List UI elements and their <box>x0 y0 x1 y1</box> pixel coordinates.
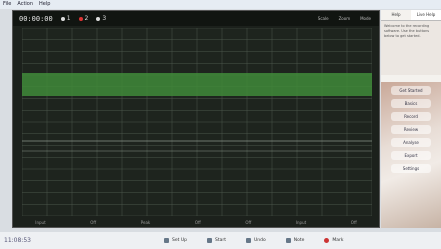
view-control[interactable]: Zoom <box>339 16 351 21</box>
help-button[interactable]: Analyse <box>391 138 431 147</box>
action-button[interactable]: Note <box>286 238 305 243</box>
channel-label: Peak <box>141 218 151 228</box>
recording-panel: 00:00:00 1 2 3 Scale Zoom Mode Input Off Peak Of… <box>12 10 380 228</box>
button-icon <box>207 238 212 243</box>
signal-plot <box>22 28 372 216</box>
channel-indicator[interactable]: 1 <box>61 15 71 22</box>
channel-dot <box>61 17 65 21</box>
action-button[interactable]: Undo <box>246 238 266 243</box>
menu-item[interactable]: Help <box>39 0 50 9</box>
channel-label: 2 <box>85 15 89 22</box>
help-button[interactable]: Export <box>391 151 431 160</box>
help-image: Get Started Basics Record Review Analyse Expo… <box>381 82 441 228</box>
channel-indicator[interactable]: 2 <box>79 15 89 22</box>
channel-dot <box>79 17 83 21</box>
clock: 11:08:53 <box>0 237 164 244</box>
button-icon <box>164 238 169 243</box>
action-button[interactable]: Mark <box>324 238 343 243</box>
app-window: {"menu": ["File", "Action", "Help"], "to… <box>0 0 441 249</box>
help-button[interactable]: Get Started <box>391 86 431 95</box>
channel-label: Off <box>351 218 357 228</box>
action-buttons: Set Up Start Undo Note Mark <box>164 238 344 243</box>
tab[interactable]: Help <box>381 10 411 20</box>
button-label: Undo <box>254 238 266 243</box>
channel-label: Off <box>195 218 201 228</box>
channel-label: Off <box>90 218 96 228</box>
x-labels: Input Off Peak Off Off Input Off <box>13 218 379 228</box>
button-label: Set Up <box>172 238 187 243</box>
channel-label: 3 <box>102 15 106 22</box>
highlight-band <box>22 73 372 96</box>
action-button[interactable]: Start <box>207 238 226 243</box>
action-button[interactable]: Set Up <box>164 238 187 243</box>
button-icon <box>286 238 291 243</box>
status-bar: 11:08:53 Set Up Start Undo Note Mark <box>0 232 441 249</box>
help-intro: Welcome to the recording software. Use t… <box>381 21 441 75</box>
button-icon <box>246 238 251 243</box>
button-label: Note <box>294 238 305 243</box>
channel-label: Off <box>245 218 251 228</box>
menu-bar: File Action Help <box>0 0 441 9</box>
button-label: Start <box>215 238 226 243</box>
toolbar: 00:00:00 1 2 3 Scale Zoom Mode <box>13 11 379 26</box>
help-button[interactable]: Settings <box>391 164 431 173</box>
channel-dot <box>96 17 100 21</box>
view-controls: Scale Zoom Mode <box>318 16 379 21</box>
channel-label: Input <box>296 218 306 228</box>
view-control[interactable]: Scale <box>318 16 329 21</box>
tab[interactable]: Live Help <box>411 10 441 20</box>
menu-item[interactable]: Action <box>17 0 33 9</box>
help-button[interactable]: Record <box>391 112 431 121</box>
help-button[interactable]: Basics <box>391 99 431 108</box>
menu-item[interactable]: File <box>3 0 11 9</box>
channel-label: Input <box>35 218 45 228</box>
help-button[interactable]: Review <box>391 125 431 134</box>
elapsed-time: 00:00:00 <box>19 15 53 23</box>
channel-indicator[interactable]: 3 <box>96 15 106 22</box>
channel-label: 1 <box>67 15 71 22</box>
button-label: Mark <box>332 238 343 243</box>
button-icon <box>324 238 329 243</box>
view-control[interactable]: Mode <box>360 16 371 21</box>
